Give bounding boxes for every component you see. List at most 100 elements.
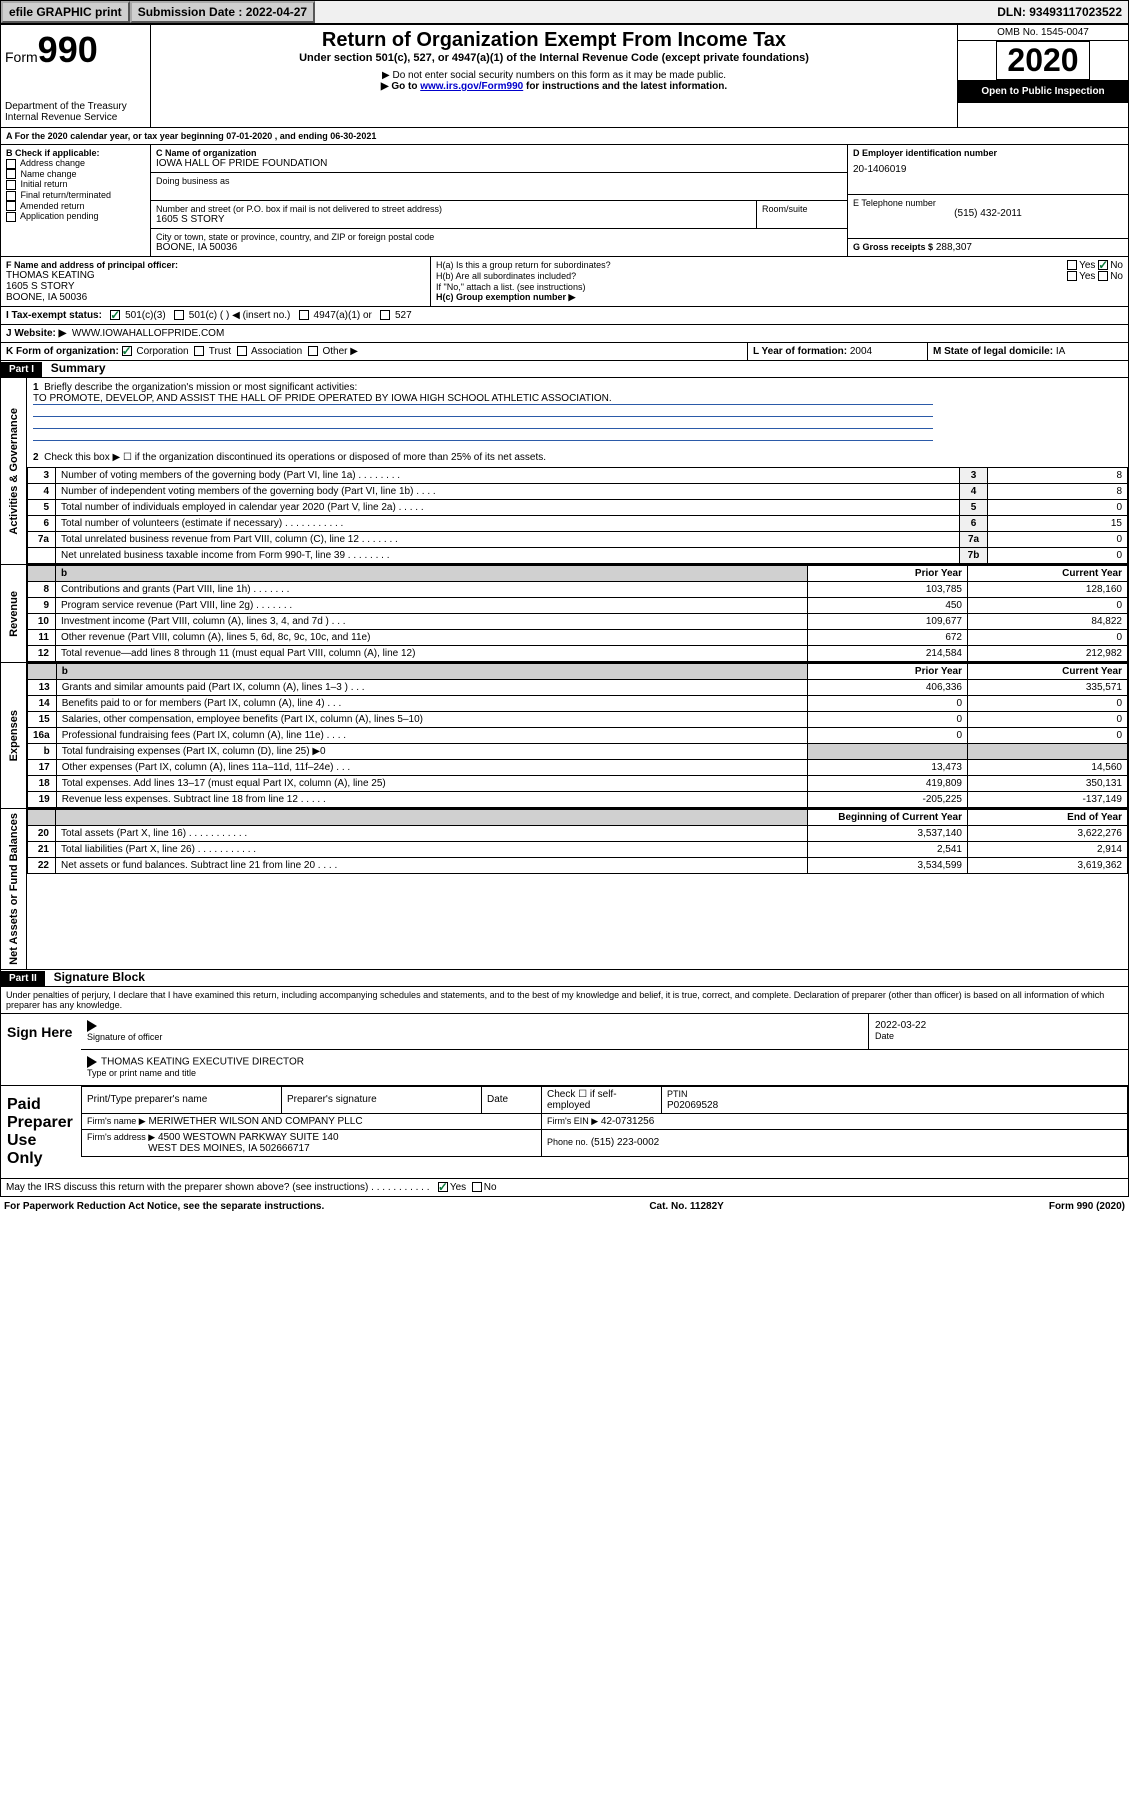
paid-preparer-block: Paid Preparer Use Only Print/Type prepar… [0, 1086, 1129, 1179]
i-label: I Tax-exempt status: [6, 310, 102, 321]
street-label: Number and street (or P.O. box if mail i… [156, 204, 751, 214]
table-row: bTotal fundraising expenses (Part IX, co… [28, 744, 1128, 760]
website-row: J Website: ▶ WWW.IOWAHALLOFPRIDE.COM [0, 325, 1129, 343]
note2-post: for instructions and the latest informat… [523, 81, 727, 92]
ein-value: 20-1406019 [853, 164, 1123, 175]
prep-sig-h: Preparer's signature [282, 1086, 482, 1113]
form-number: 990 [38, 29, 98, 70]
declaration-row: Under penalties of perjury, I declare th… [0, 987, 1129, 1014]
officer-street: 1605 S STORY [6, 281, 425, 292]
revenue-section: Revenue bPrior YearCurrent Year8Contribu… [0, 565, 1129, 663]
part1-title: Summary [45, 359, 112, 377]
assoc-check[interactable] [237, 346, 247, 356]
part2-badge: Part II [1, 971, 45, 986]
b-checkbox-item: Application pending [6, 211, 145, 222]
hb-yes[interactable] [1067, 271, 1077, 281]
b-checkbox-item: Initial return [6, 179, 145, 190]
note-link-row: ▶ Go to www.irs.gov/Form990 for instruct… [155, 81, 953, 92]
b-check[interactable] [6, 191, 16, 201]
form-subtitle: Under section 501(c), 527, or 4947(a)(1)… [155, 52, 953, 64]
m-label: M State of legal domicile: [933, 346, 1053, 357]
prep-date-h: Date [482, 1086, 542, 1113]
discuss-no[interactable] [472, 1182, 482, 1192]
footer-left: For Paperwork Reduction Act Notice, see … [4, 1201, 324, 1212]
d-label: D Employer identification number [853, 148, 1123, 158]
tax-year-line: A For the 2020 calendar year, or tax yea… [0, 128, 1129, 145]
officer-name: THOMAS KEATING [6, 270, 425, 281]
irs-label: Internal Revenue Service [5, 112, 146, 123]
ha-yes[interactable] [1067, 260, 1077, 270]
paid-preparer-label: Paid Preparer Use Only [1, 1086, 81, 1178]
table-row: 15Salaries, other compensation, employee… [28, 712, 1128, 728]
firm-ein: 42-0731256 [601, 1116, 654, 1127]
yes-label-3: Yes [450, 1182, 466, 1193]
hb-no[interactable] [1098, 271, 1108, 281]
efile-button[interactable]: efile GRAPHIC print [1, 1, 130, 23]
date-label: Date [875, 1031, 894, 1041]
officer-city: BOONE, IA 50036 [6, 292, 425, 303]
b-checkbox-item: Address change [6, 158, 145, 169]
sig-of-officer-label: Signature of officer [87, 1032, 162, 1042]
k-trust: Trust [209, 346, 231, 357]
501c3-check[interactable] [110, 310, 120, 320]
corp-check[interactable] [122, 346, 132, 356]
table-row: 11Other revenue (Part VIII, column (A), … [28, 630, 1128, 646]
l-label: L Year of formation: [753, 346, 847, 357]
phone-value: (515) 432-2011 [853, 208, 1123, 219]
sign-block: Sign Here Signature of officer 2022-03-2… [0, 1014, 1129, 1086]
part1-badge: Part I [1, 362, 42, 377]
l-value: 2004 [850, 346, 872, 357]
e-label: E Telephone number [853, 198, 1123, 208]
part2-title: Signature Block [48, 968, 151, 986]
submission-date: Submission Date : 2022-04-27 [130, 1, 315, 23]
firm-phone: (515) 223-0002 [591, 1137, 659, 1148]
city-value: BOONE, IA 50036 [156, 242, 842, 253]
street-value: 1605 S STORY [156, 214, 751, 225]
gross-receipts: 288,307 [936, 242, 972, 253]
form-word: Form [5, 49, 38, 65]
c-name-label: C Name of organization [156, 148, 842, 158]
discuss-yes[interactable] [438, 1182, 448, 1192]
f-label: F Name and address of principal officer: [6, 260, 425, 270]
table-row: 13Grants and similar amounts paid (Part … [28, 680, 1128, 696]
net-table: Beginning of Current YearEnd of Year20To… [27, 809, 1128, 874]
opt-501c3: 501(c)(3) [125, 310, 166, 321]
b-check[interactable] [6, 169, 16, 179]
501c-check[interactable] [174, 310, 184, 320]
opt-501c: 501(c) ( ) ◀ (insert no.) [189, 310, 291, 321]
table-header-row: bPrior YearCurrent Year [28, 664, 1128, 680]
part2-header: Part II Signature Block [0, 970, 1129, 987]
form-title: Return of Organization Exempt From Incom… [155, 29, 953, 52]
k-assoc: Association [251, 346, 302, 357]
addr-label: Firm's address ▶ [87, 1132, 155, 1142]
footer-mid: Cat. No. 11282Y [649, 1201, 723, 1212]
table-row: 9Program service revenue (Part VIII, lin… [28, 598, 1128, 614]
form990-link[interactable]: www.irs.gov/Form990 [420, 81, 523, 92]
tax-exempt-row: I Tax-exempt status: 501(c)(3) 501(c) ( … [0, 307, 1129, 325]
yes-label: Yes [1079, 260, 1095, 271]
expenses-section: Expenses bPrior YearCurrent Year13Grants… [0, 663, 1129, 809]
form-header: Form990 Department of the Treasury Inter… [0, 24, 1129, 128]
mission-text: TO PROMOTE, DEVELOP, AND ASSIST THE HALL… [33, 393, 933, 405]
efile-header: efile GRAPHIC print Submission Date : 20… [0, 0, 1129, 24]
b-check[interactable] [6, 159, 16, 169]
ha-no[interactable] [1098, 260, 1108, 270]
4947-check[interactable] [299, 310, 309, 320]
b-check[interactable] [6, 201, 16, 211]
print-name-label: Type or print name and title [87, 1068, 196, 1078]
dln: DLN: 93493117023522 [991, 3, 1128, 21]
k-label: K Form of organization: [6, 346, 119, 357]
preparer-table: Print/Type preparer's name Preparer's si… [81, 1086, 1128, 1157]
no-label: No [1110, 260, 1123, 271]
gov-section: Activities & Governance 1 Briefly descri… [0, 378, 1129, 565]
k-corp: Corporation [136, 346, 188, 357]
b-check[interactable] [6, 180, 16, 190]
b-check[interactable] [6, 212, 16, 222]
expenses-table: bPrior YearCurrent Year13Grants and simi… [27, 663, 1128, 808]
table-row: 22Net assets or fund balances. Subtract … [28, 858, 1128, 874]
527-check[interactable] [380, 310, 390, 320]
other-check[interactable] [308, 346, 318, 356]
trust-check[interactable] [194, 346, 204, 356]
sign-here-label: Sign Here [1, 1014, 81, 1085]
net-section: Net Assets or Fund Balances Beginning of… [0, 809, 1129, 970]
